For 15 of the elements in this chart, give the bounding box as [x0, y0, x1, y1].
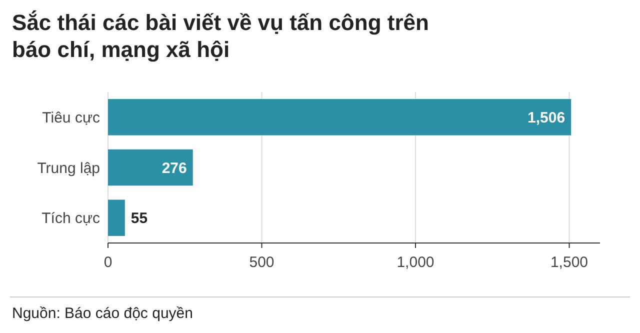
bar [108, 200, 125, 236]
x-tick-label: 1,500 [550, 254, 588, 271]
chart-title: Sắc thái các bài viết về vụ tấn công trên báo chí, mạng xã hội [12, 10, 429, 62]
y-tick-label: Tiêu cực [42, 109, 100, 126]
y-tick-label: Tích cực [42, 210, 100, 228]
y-tick-label: Trung lập [37, 160, 100, 177]
text: Nguồn: Báo cáo độc quyền [12, 305, 193, 322]
bar [108, 149, 193, 186]
x-tick-label: 0 [104, 254, 112, 271]
data-label: 276 [162, 160, 187, 177]
data-label: 1,506 [528, 109, 566, 126]
x-tick-label: 500 [249, 254, 274, 271]
bar [108, 99, 572, 136]
x-tick-label: 1,000 [396, 254, 434, 271]
data-label: 55 [130, 210, 148, 228]
